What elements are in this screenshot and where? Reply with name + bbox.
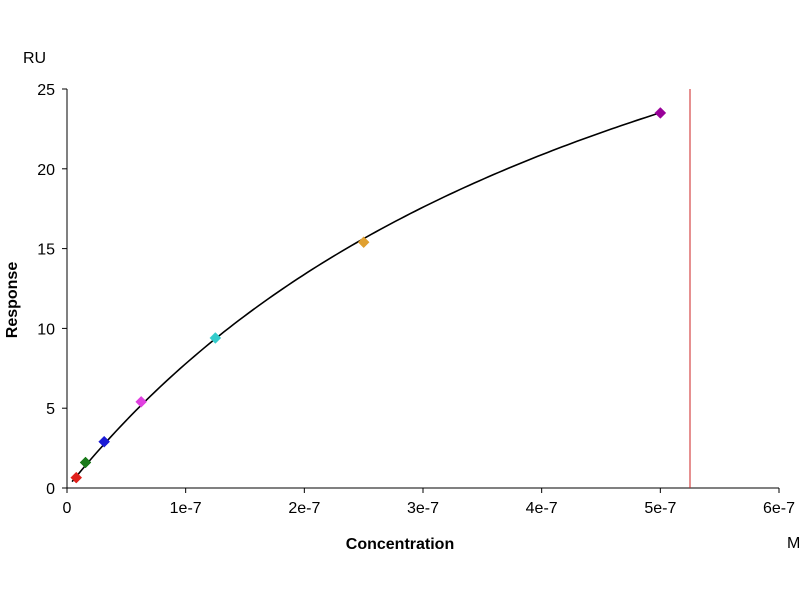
data-point bbox=[79, 456, 92, 469]
x-axis-title: Concentration bbox=[346, 536, 454, 553]
data-point bbox=[209, 332, 222, 344]
x-tick-label: 4e-7 bbox=[526, 500, 558, 517]
x-tick-label: 6e-7 bbox=[763, 500, 795, 517]
data-point bbox=[135, 395, 148, 408]
y-tick-label: 0 bbox=[46, 481, 55, 498]
data-point bbox=[70, 471, 83, 484]
fit-curve bbox=[71, 111, 661, 483]
y-tick-label: 25 bbox=[37, 82, 55, 99]
y-unit-label: RU bbox=[23, 50, 46, 67]
y-axis-title: Response bbox=[4, 262, 21, 339]
x-ticks: 0 1e-7 2e-7 3e-7 4e-7 5e-7 6e-7 bbox=[63, 488, 795, 517]
data-points bbox=[70, 107, 667, 484]
x-unit-label: M bbox=[787, 535, 800, 552]
y-ticks: 0 5 10 15 20 25 bbox=[37, 82, 67, 498]
data-point bbox=[98, 435, 110, 448]
y-tick-label: 15 bbox=[37, 242, 55, 259]
y-tick-label: 20 bbox=[37, 162, 55, 179]
x-tick-label: 2e-7 bbox=[288, 500, 320, 517]
y-tick-label: 10 bbox=[37, 321, 55, 338]
x-tick-label: 0 bbox=[63, 500, 72, 517]
y-tick-label: 5 bbox=[46, 401, 55, 418]
x-tick-label: 3e-7 bbox=[407, 500, 439, 517]
data-point bbox=[654, 107, 667, 119]
axes bbox=[66, 89, 779, 489]
data-point bbox=[357, 236, 370, 249]
x-tick-label: 5e-7 bbox=[644, 500, 676, 517]
x-tick-label: 1e-7 bbox=[170, 500, 202, 517]
